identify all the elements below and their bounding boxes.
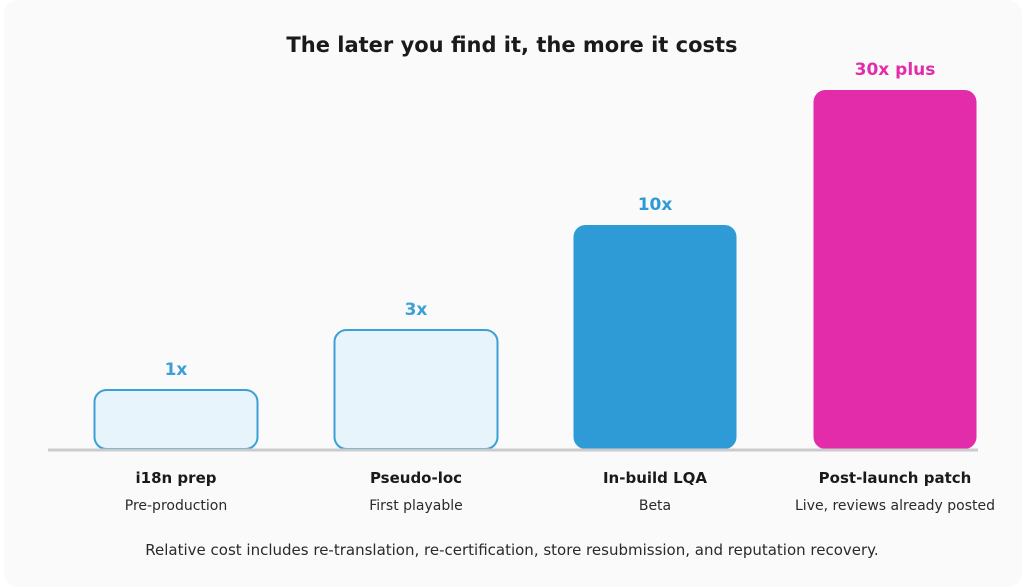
value-label: 1x bbox=[165, 360, 188, 380]
subcategory-label: Pre-production bbox=[125, 498, 227, 514]
value-label: 3x bbox=[405, 300, 428, 320]
bar-pseudo-loc bbox=[333, 329, 499, 450]
subcategory-label: First playable bbox=[369, 498, 463, 514]
value-label: 10x bbox=[638, 195, 673, 215]
subcategory-label: Live, reviews already posted bbox=[795, 498, 995, 514]
category-label: Post-launch patch bbox=[819, 469, 972, 487]
category-label: Pseudo-loc bbox=[370, 469, 462, 487]
category-label: i18n prep bbox=[136, 469, 217, 487]
value-label: 30x plus bbox=[855, 60, 936, 80]
bar-i18n-prep bbox=[93, 389, 259, 450]
chart-footnote: Relative cost includes re-translation, r… bbox=[145, 541, 878, 559]
chart-title: The later you find it, the more it costs bbox=[286, 33, 737, 57]
category-label: In-build LQA bbox=[603, 469, 707, 487]
bar-post-launch-patch bbox=[813, 90, 977, 449]
bars-group: 1x i18n prep Pre-production 3x Pseudo-loc Fir… bbox=[93, 60, 995, 514]
bar-in-build-lqa bbox=[573, 225, 737, 449]
subcategory-label: Beta bbox=[639, 498, 671, 514]
